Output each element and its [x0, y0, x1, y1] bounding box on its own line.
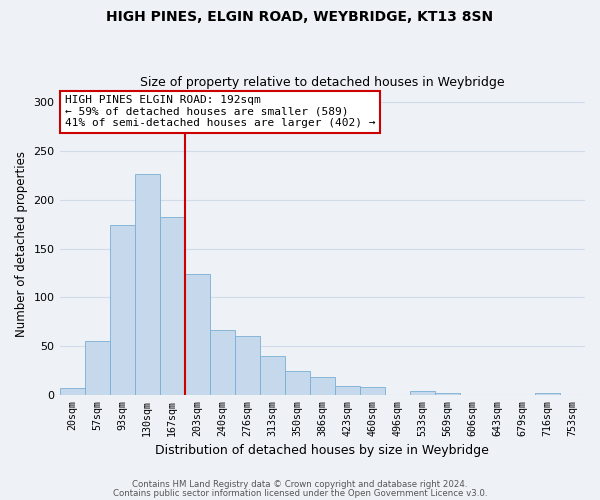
- Bar: [134, 174, 160, 396]
- Bar: [185, 274, 209, 396]
- Bar: [335, 386, 360, 396]
- Bar: [410, 392, 435, 396]
- Bar: [535, 394, 560, 396]
- Bar: [310, 376, 335, 396]
- Bar: [235, 336, 260, 396]
- Text: HIGH PINES ELGIN ROAD: 192sqm
← 59% of detached houses are smaller (589)
41% of : HIGH PINES ELGIN ROAD: 192sqm ← 59% of d…: [65, 95, 375, 128]
- Bar: [435, 394, 460, 396]
- Bar: [260, 356, 285, 396]
- Title: Size of property relative to detached houses in Weybridge: Size of property relative to detached ho…: [140, 76, 505, 90]
- Y-axis label: Number of detached properties: Number of detached properties: [15, 150, 28, 336]
- X-axis label: Distribution of detached houses by size in Weybridge: Distribution of detached houses by size …: [155, 444, 489, 458]
- Bar: [160, 218, 185, 396]
- Bar: [285, 371, 310, 396]
- Text: HIGH PINES, ELGIN ROAD, WEYBRIDGE, KT13 8SN: HIGH PINES, ELGIN ROAD, WEYBRIDGE, KT13 …: [106, 10, 494, 24]
- Bar: [209, 330, 235, 396]
- Bar: [110, 225, 134, 396]
- Bar: [59, 388, 85, 396]
- Bar: [85, 340, 110, 396]
- Text: Contains HM Land Registry data © Crown copyright and database right 2024.: Contains HM Land Registry data © Crown c…: [132, 480, 468, 489]
- Text: Contains public sector information licensed under the Open Government Licence v3: Contains public sector information licen…: [113, 488, 487, 498]
- Bar: [360, 386, 385, 396]
